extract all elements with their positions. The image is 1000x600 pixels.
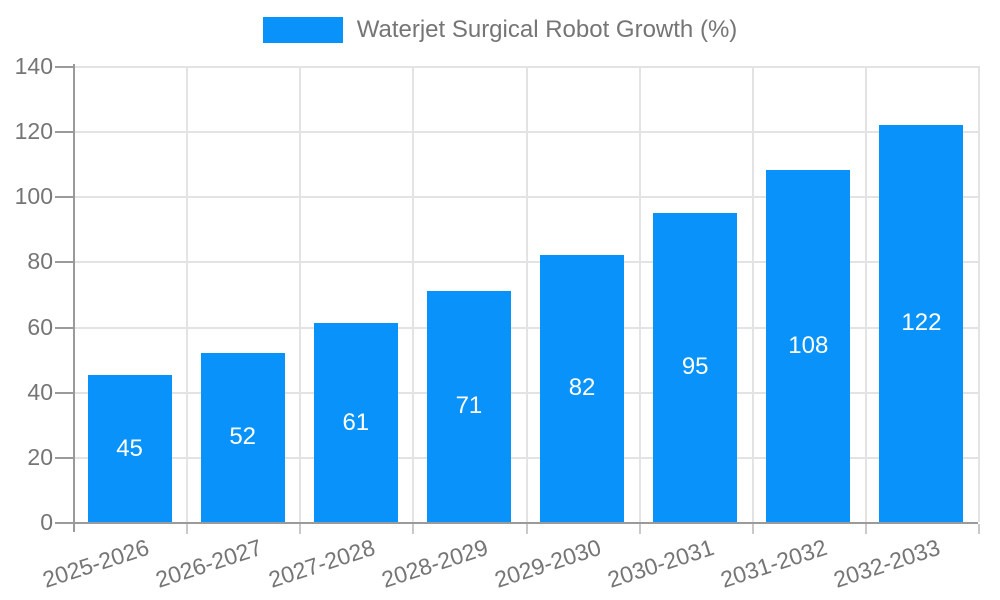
h-gridline <box>73 131 978 134</box>
y-axis-tick <box>55 391 73 394</box>
bar[interactable]: 108 <box>766 170 851 522</box>
bar[interactable]: 95 <box>653 212 738 522</box>
bar-value-label: 71 <box>455 392 483 420</box>
x-axis-category-label: 2031-2032 <box>717 534 831 593</box>
y-axis-tick <box>55 66 73 68</box>
x-axis-category-label: 2025-2026 <box>38 534 152 593</box>
h-gridline <box>73 196 978 199</box>
legend-label: Waterjet Surgical Robot Growth (%) <box>356 16 738 43</box>
bar[interactable]: 45 <box>87 375 172 522</box>
v-gridline <box>412 66 415 522</box>
x-axis-category-label: 2030-2031 <box>604 534 718 593</box>
x-axis-category-label: 2032-2033 <box>830 534 944 593</box>
h-gridline <box>73 66 978 68</box>
y-axis-tick-label: 0 <box>40 509 53 535</box>
h-gridline <box>73 326 978 329</box>
x-axis-tick <box>638 524 641 534</box>
y-axis-tick <box>55 196 73 199</box>
v-gridline <box>299 66 302 522</box>
bar-value-label: 45 <box>116 434 143 462</box>
v-gridline <box>638 66 641 522</box>
v-gridline <box>978 66 980 522</box>
bar[interactable]: 122 <box>879 124 964 522</box>
x-axis-tick <box>864 524 867 534</box>
x-axis-category-label: 2028-2029 <box>378 534 491 593</box>
y-axis-tick-label: 20 <box>27 443 53 470</box>
x-axis-category-label: 2026-2027 <box>152 534 265 593</box>
x-axis-tick <box>186 524 189 534</box>
bar-value-label: 95 <box>681 353 709 381</box>
x-axis-tick <box>412 524 415 534</box>
chart-legend[interactable]: Waterjet Surgical Robot Growth (%) <box>0 16 1000 44</box>
bar-value-label: 108 <box>788 332 829 360</box>
v-gridline <box>751 66 754 522</box>
y-axis-tick-label: 80 <box>27 248 53 275</box>
x-axis-line <box>73 522 978 524</box>
bar-value-label: 52 <box>229 423 257 451</box>
bar-value-label: 122 <box>901 309 942 337</box>
bar[interactable]: 61 <box>313 323 398 522</box>
bar-value-label: 82 <box>568 374 596 402</box>
x-axis-tick <box>525 524 528 534</box>
legend-swatch-icon <box>262 17 343 43</box>
h-gridline <box>73 391 978 394</box>
y-axis-tick-label: 140 <box>14 53 53 79</box>
y-axis-tick-label: 120 <box>14 118 53 145</box>
bar[interactable]: 52 <box>200 352 285 522</box>
h-gridline <box>73 261 978 264</box>
x-axis-tick <box>978 524 980 534</box>
y-axis-tick <box>55 456 73 459</box>
bar-value-label: 61 <box>342 408 370 436</box>
x-axis-category-label: 2027-2028 <box>265 534 378 593</box>
y-axis-tick-label: 100 <box>14 183 53 210</box>
y-axis-tick <box>55 131 73 134</box>
y-axis-tick-label: 40 <box>27 378 53 405</box>
y-axis-tick-label: 60 <box>27 313 53 340</box>
x-axis-tick <box>751 524 754 534</box>
v-gridline <box>186 66 189 522</box>
y-axis-tick <box>55 326 73 329</box>
h-gridline <box>73 456 978 459</box>
x-axis-tick <box>299 524 302 534</box>
bar[interactable]: 82 <box>540 254 625 522</box>
y-axis-line <box>73 64 75 532</box>
v-gridline <box>525 66 528 522</box>
y-axis-tick <box>55 522 73 524</box>
v-gridline <box>864 66 867 522</box>
bar[interactable]: 71 <box>426 290 511 522</box>
x-axis-category-label: 2029-2030 <box>491 534 605 593</box>
y-axis-tick <box>55 261 73 264</box>
